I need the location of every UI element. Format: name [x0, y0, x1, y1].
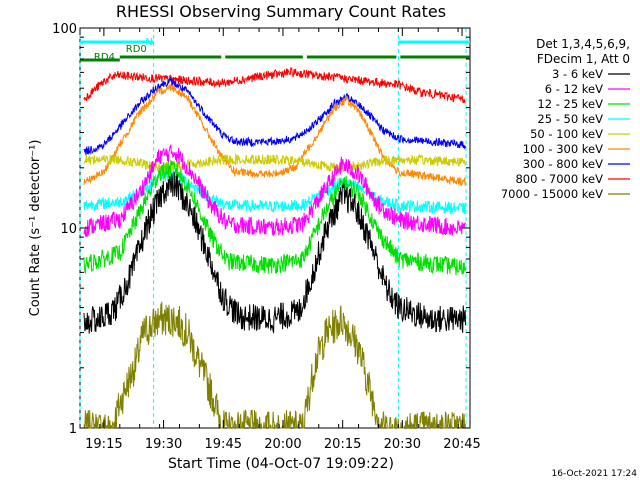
x-tick-label: 19:30: [145, 437, 182, 452]
legend-entry-label: 100 - 300 keV: [523, 142, 603, 156]
y-tick-label: 100: [52, 22, 77, 37]
mode-bar-label: N: [145, 37, 152, 48]
y-axis-label: Count Rate (s⁻¹ detector⁻¹): [28, 140, 43, 317]
legend-entry-label: 300 - 800 keV: [523, 157, 603, 171]
series-line: [83, 171, 466, 334]
legend-header: Det 1,3,4,5,6,9,: [536, 37, 630, 51]
y-tick-label: 10: [60, 222, 77, 237]
date-stamp: 16-Oct-2021 17:24: [552, 469, 638, 479]
x-tick-label: 20:15: [324, 437, 361, 452]
x-tick-label: 19:15: [85, 437, 122, 452]
chart-title: RHESSI Observing Summary Count Rates: [116, 2, 446, 21]
series-line: [83, 66, 466, 104]
series-layer: [83, 66, 466, 430]
series-line: [83, 83, 466, 187]
axis-ticks: 1 10 100 19:15 19:30 19:45 20:00 20:15 20:30 20:4…: [52, 22, 481, 452]
legend-entry-label: 3 - 6 keV: [552, 67, 603, 81]
legend-entry-label: 6 - 12 keV: [545, 82, 603, 96]
legend-entry-label: 25 - 50 keV: [537, 112, 603, 126]
x-tick-label: 20:45: [443, 437, 480, 452]
x-tick-label: 19:45: [205, 437, 242, 452]
mode-bar-label: RD0: [126, 44, 147, 55]
series-line: [83, 152, 466, 174]
series-line: [83, 144, 466, 238]
series-line: [83, 160, 466, 276]
legend: Det 1,3,4,5,6,9,FDecim 1, Att 03 - 6 keV…: [501, 37, 630, 201]
legend-header: FDecim 1, Att 0: [537, 52, 630, 66]
legend-entry-label: 7000 - 15000 keV: [501, 187, 603, 201]
legend-entry-label: 12 - 25 keV: [537, 97, 603, 111]
x-tick-label: 20:30: [384, 437, 421, 452]
series-line: [83, 169, 466, 215]
legend-entry-label: 50 - 100 keV: [530, 127, 603, 141]
x-tick-label: 20:00: [264, 437, 301, 452]
mode-bar-label: RD4: [94, 52, 115, 63]
x-axis-label: Start Time (04-Oct-07 19:09:22): [168, 456, 394, 472]
y-tick-label: 1: [69, 422, 77, 437]
legend-entry-label: 800 - 7000 keV: [515, 172, 603, 186]
series-line: [83, 301, 466, 430]
series-line: [83, 76, 466, 156]
